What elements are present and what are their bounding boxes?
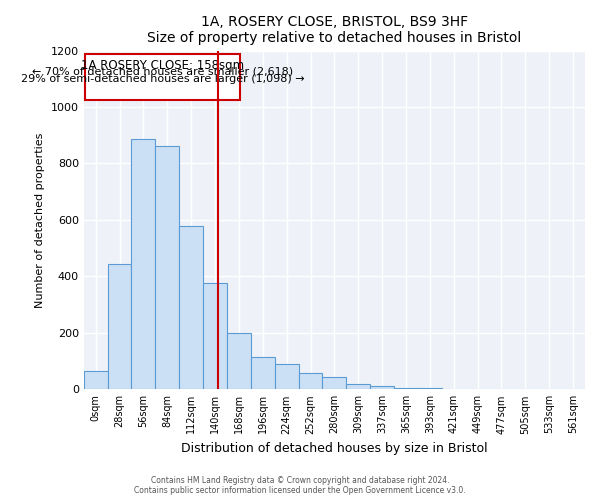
X-axis label: Distribution of detached houses by size in Bristol: Distribution of detached houses by size … — [181, 442, 488, 455]
Bar — [203, 284, 227, 390]
Text: ← 70% of detached houses are smaller (2,618): ← 70% of detached houses are smaller (2,… — [32, 66, 293, 76]
Bar — [346, 384, 370, 390]
Bar — [275, 364, 299, 390]
Text: 1A ROSERY CLOSE: 158sqm: 1A ROSERY CLOSE: 158sqm — [81, 59, 244, 72]
Title: 1A, ROSERY CLOSE, BRISTOL, BS9 3HF
Size of property relative to detached houses : 1A, ROSERY CLOSE, BRISTOL, BS9 3HF Size … — [147, 15, 521, 45]
Bar — [179, 226, 203, 390]
Bar — [107, 264, 131, 390]
Bar — [299, 373, 322, 390]
Text: 29% of semi-detached houses are larger (1,098) →: 29% of semi-detached houses are larger (… — [20, 74, 304, 84]
Bar — [370, 386, 394, 390]
Bar — [131, 140, 155, 390]
Text: Contains HM Land Registry data © Crown copyright and database right 2024.
Contai: Contains HM Land Registry data © Crown c… — [134, 476, 466, 495]
Bar — [251, 357, 275, 390]
Bar — [394, 388, 418, 390]
Y-axis label: Number of detached properties: Number of detached properties — [35, 132, 45, 308]
Bar — [84, 371, 107, 390]
Bar — [227, 333, 251, 390]
FancyBboxPatch shape — [85, 54, 240, 100]
Bar — [442, 388, 466, 390]
Bar — [418, 388, 442, 390]
Bar — [155, 146, 179, 390]
Bar — [322, 377, 346, 390]
